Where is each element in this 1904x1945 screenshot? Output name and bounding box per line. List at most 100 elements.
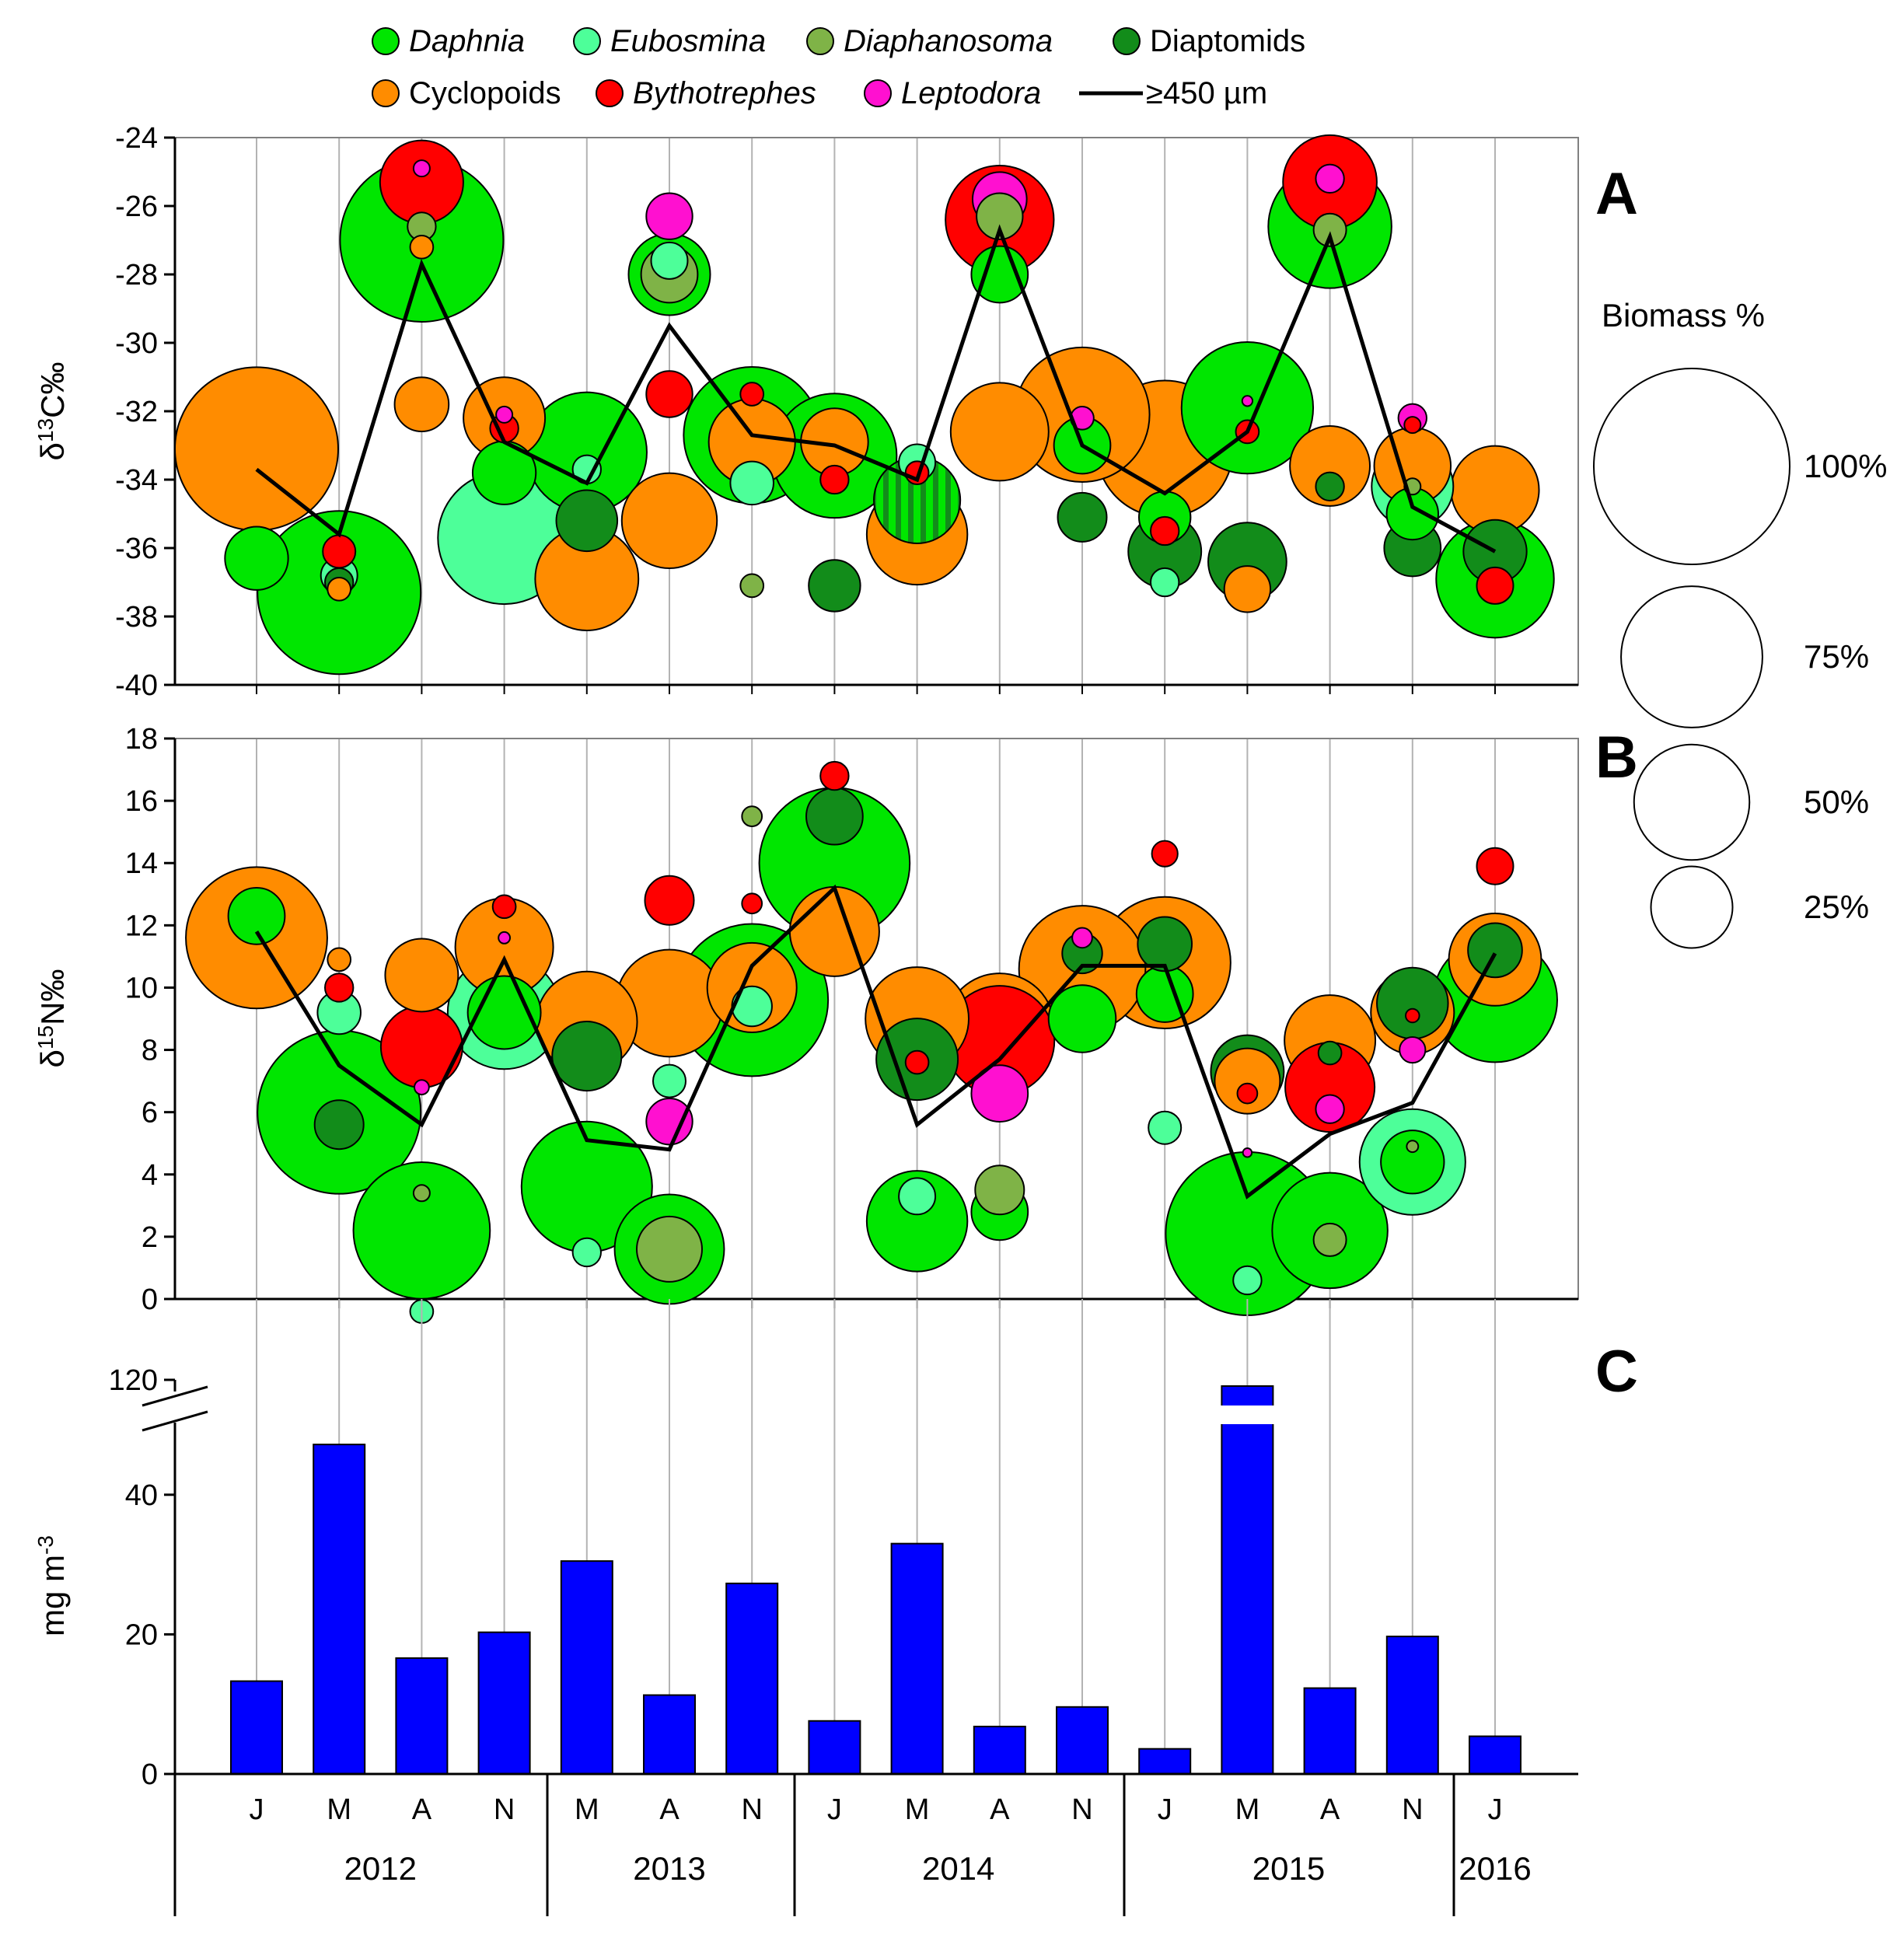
legend-label-cyclopoids: Cyclopoids [409, 76, 561, 110]
legend-marker-eubosmina [573, 27, 601, 55]
legend-marker-diaptomids [1113, 27, 1141, 55]
panel-A-point-daphnia [224, 526, 289, 591]
panel-c-bar [1469, 1735, 1521, 1776]
panel-B-point-leptodora [1242, 1147, 1253, 1158]
panel-B-point-daphnia [352, 1161, 491, 1300]
panel-B-point-daphnia [1047, 984, 1117, 1053]
legend-label-diaphanosoma: Diaphanosoma [844, 24, 1053, 58]
panel-B-point-cyclopoids [788, 885, 880, 977]
legend-marker-diaphanosoma [806, 27, 834, 55]
month-label: J [1158, 1793, 1172, 1826]
panel-c-axis-break-upper [141, 1385, 208, 1407]
panel-c-ytick-label: 40 [125, 1479, 158, 1512]
legend-label-line: ≥450 µm [1146, 76, 1267, 110]
legend-label-leptodora: Leptodora [901, 76, 1041, 110]
panel-A-ytick-label: -28 [115, 259, 158, 292]
year-label: 2013 [633, 1850, 705, 1887]
panel-a: -40 -38 -36 -34 -32 -30 -28 -26 -24 A δ13C‰ [33, 122, 1638, 702]
panel-c-bar [1385, 1636, 1439, 1775]
panel-B-point-bythotrephes [644, 875, 695, 926]
panel-A-point-eubosmina [1150, 567, 1180, 598]
panel-A-point-cyclopoids [409, 234, 435, 260]
panel-A-point-cyclopoids [620, 472, 718, 570]
panel-A-point-leptodora [412, 159, 431, 178]
panel-B-point-diaptomids [1317, 1040, 1343, 1066]
panel-B-point-cyclopoids [384, 938, 459, 1013]
panel-B-ytick-label: 2 [141, 1221, 158, 1254]
panel-b-marks [185, 760, 1558, 1324]
panel-B-point-diaptomids [805, 787, 864, 846]
panel-B-point-diaptomids [551, 1021, 623, 1092]
panel-b-ylabel-rest: N‰ [34, 969, 71, 1025]
panel-A-line-450um [255, 224, 1497, 553]
panel-c-bar [643, 1694, 696, 1775]
panel-A-point-bythotrephes [379, 139, 464, 225]
panel-b-ticks: 0 2 4 6 8 10 12 14 16 18 [125, 723, 1578, 1316]
panel-c-bar [808, 1720, 861, 1775]
year-label: 2015 [1252, 1850, 1325, 1887]
panel-A-point-diaptomids [1057, 491, 1108, 543]
panel-B-point-leptodora [1315, 1094, 1345, 1124]
panel-B-point-leptodora [1071, 927, 1093, 949]
panel-B-ytick-label: 6 [141, 1097, 158, 1130]
panel-c-bar [1303, 1687, 1357, 1775]
panel-A-ytick-label: -38 [115, 601, 158, 634]
category-axis: J M A N M A N J M A N J M A N J 2012 2013 2014 2015 2016 [173, 1774, 1532, 1916]
panel-c-axis: 0 20 40 120 [109, 1364, 1578, 1791]
panel-c-ylabel: mg m-3 [33, 1535, 71, 1636]
legend-marker-bythotrephes [596, 79, 624, 107]
panel-B-point-bythotrephes [379, 1005, 463, 1089]
panel-c-bar [230, 1680, 283, 1775]
size-legend-label: 75% [1804, 638, 1869, 675]
panel-A-point-cyclopoids [1223, 565, 1272, 613]
panel-A-point-cyclopoids [1289, 424, 1371, 507]
month-label: M [905, 1793, 930, 1826]
panel-b-ylabel: δ15N‰ [33, 969, 71, 1068]
panel-A-ytick-label: -36 [115, 533, 158, 565]
panel-a-ylabel-main: δ [34, 442, 71, 460]
size-legend-label: 50% [1804, 784, 1869, 820]
size-legend-label: 25% [1804, 889, 1869, 925]
panel-B-point-diaphanosoma [1312, 1222, 1347, 1257]
panel-B-point-daphnia [865, 1170, 969, 1273]
month-label: M [575, 1793, 599, 1826]
legend-marker-leptodora [864, 79, 892, 107]
panel-A-point-bythotrephes [1403, 416, 1422, 435]
panel-A-point-bythotrephes [322, 534, 357, 569]
panel-A-point-diaptomids [808, 559, 861, 613]
panel-c-bar [1056, 1706, 1109, 1775]
legend-label-diaptomids: Diaptomids [1150, 24, 1305, 58]
panel-A-point-diaphanosoma [1312, 212, 1347, 247]
year-label: 2012 [344, 1850, 417, 1887]
panel-B-point-leptodora [645, 1097, 693, 1146]
size-legend-circle [1620, 585, 1763, 728]
panel-B-line-450um [254, 884, 1497, 1199]
legend-marker-cyclopoids [372, 79, 400, 107]
panel-A-point-cyclopoids [949, 382, 1050, 482]
panel-A-point-bythotrephes [819, 464, 850, 495]
month-label: A [412, 1793, 432, 1826]
panel-A-point-cyclopoids [174, 366, 339, 532]
month-label: M [327, 1793, 351, 1826]
panel-B-point-eubosmina [898, 1177, 937, 1216]
legend-item-cyclopoids: Cyclopoids [372, 76, 561, 110]
panel-A-point-diaptomids [1315, 471, 1345, 501]
panel-B-point-bythotrephes [1151, 840, 1179, 868]
panel-A-point-daphnia [1385, 487, 1440, 541]
size-legend-label: 100% [1804, 448, 1887, 484]
panel-B-ytick-label: 16 [125, 785, 158, 818]
month-label: N [494, 1793, 515, 1826]
month-label: J [827, 1793, 842, 1826]
panel-c-ytick-label: 120 [109, 1364, 158, 1397]
panel-B-point-eubosmina [652, 1063, 686, 1098]
panel-B-point-diaptomids [1137, 916, 1193, 972]
panel-c-bar-break [1218, 1405, 1277, 1424]
size-legend: Biomass % 100% 75% 50% 25% [1593, 297, 1887, 949]
panel-B-point-diaphanosoma [412, 1184, 431, 1203]
panel-A-point-leptodora [1315, 163, 1345, 194]
legend-label-eubosmina: Eubosmina [610, 24, 766, 58]
legend-item-bythotrephes: Bythotrephes [596, 76, 816, 110]
panel-a-ylabel-sup: 13 [33, 418, 58, 442]
panel-a-ylabel: δ13C‰ [33, 362, 71, 461]
panel-B-point-leptodora [1399, 1035, 1427, 1064]
